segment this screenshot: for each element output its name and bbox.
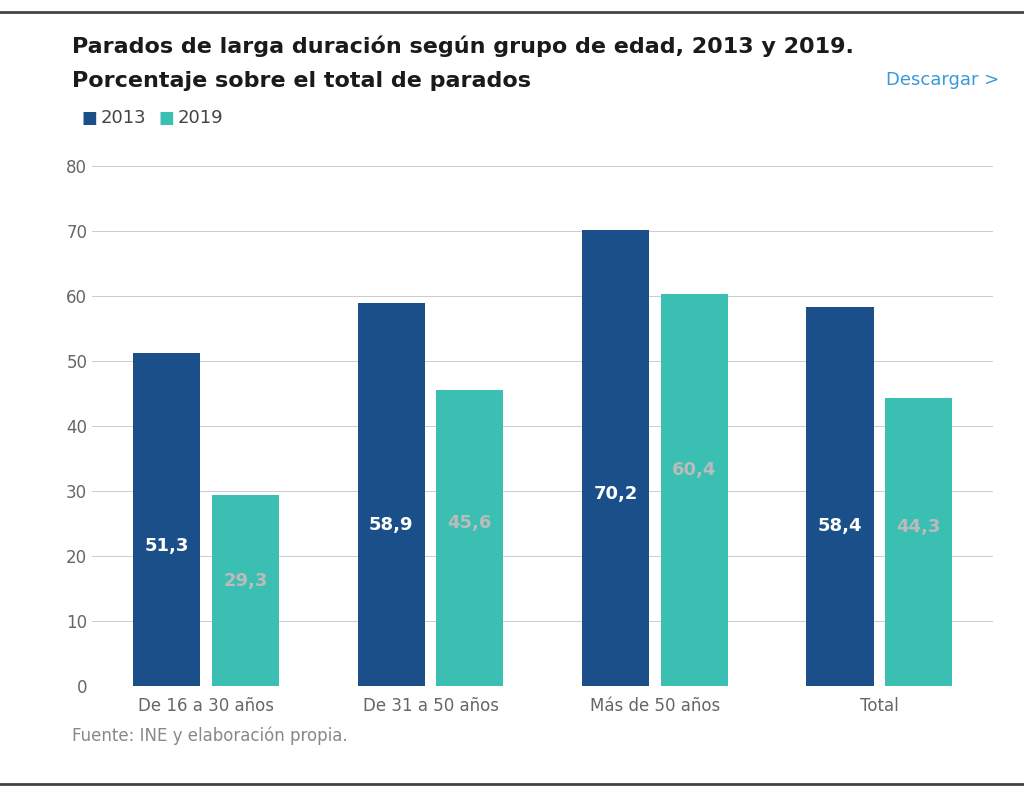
Text: 29,3: 29,3	[223, 572, 267, 590]
Text: 51,3: 51,3	[144, 537, 189, 555]
Bar	[133, 353, 201, 686]
Text: 45,6: 45,6	[447, 514, 492, 532]
Bar	[807, 307, 873, 686]
Text: 44,3: 44,3	[896, 519, 941, 537]
Text: Porcentaje sobre el total de parados: Porcentaje sobre el total de parados	[72, 71, 530, 91]
Text: ■: ■	[159, 109, 174, 127]
Text: ■: ■	[82, 109, 97, 127]
Bar	[660, 294, 728, 686]
Bar	[436, 389, 504, 686]
Bar	[582, 230, 649, 686]
Text: 58,4: 58,4	[818, 518, 862, 535]
Bar	[885, 398, 952, 686]
Text: Parados de larga duración según grupo de edad, 2013 y 2019.: Parados de larga duración según grupo de…	[72, 35, 854, 57]
Text: 70,2: 70,2	[594, 485, 638, 504]
Text: 60,4: 60,4	[672, 461, 717, 479]
Bar	[212, 496, 279, 686]
Text: 2013: 2013	[100, 109, 146, 127]
Text: Fuente: INE y elaboración propia.: Fuente: INE y elaboración propia.	[72, 727, 347, 745]
Text: Descargar >: Descargar >	[886, 71, 999, 89]
Text: 58,9: 58,9	[369, 516, 414, 534]
Text: 2019: 2019	[177, 109, 223, 127]
Bar	[357, 303, 425, 686]
